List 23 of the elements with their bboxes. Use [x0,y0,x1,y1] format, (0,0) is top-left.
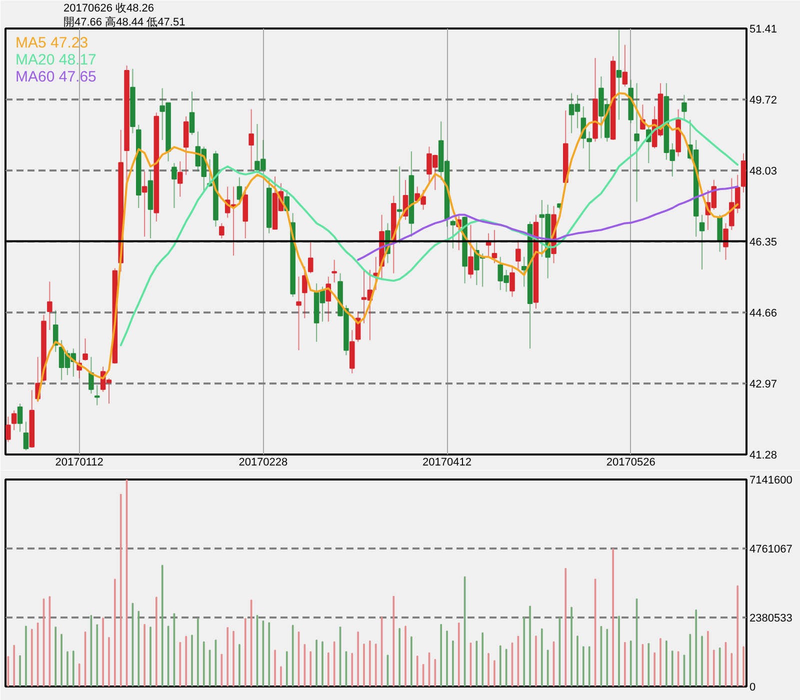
line-series [357,186,739,261]
y-tick-label: 49.72 [750,94,778,107]
y-tick-label: 46.35 [750,236,778,248]
text: MA20 48.17 [16,52,96,68]
line-series [36,92,739,402]
x-tick-label: 20170412 [422,456,472,468]
y-tick-label: 51.41 [750,24,778,36]
y-tick-label: 42.97 [750,378,778,390]
chart-subtitle: 開47.66 高48.44 低47.51 [64,16,186,28]
y-tick-label: 0 [750,682,756,694]
y-tick-label: 41.28 [750,450,778,462]
text: MA5 47.23 [16,34,88,52]
chart-title: 20170626 收48.26 [64,2,154,14]
x-tick-label: 20170112 [55,456,104,468]
y-tick-label: 7141600 [750,474,792,486]
line-series [120,117,739,346]
text: MA60 47.65 [16,68,96,86]
y-tick-label: 44.66 [750,307,778,320]
x-tick-label: 20170228 [238,456,288,468]
y-tick-label: 4761067 [750,544,792,556]
y-tick-label: 48.03 [750,166,778,178]
x-tick-label: 20170526 [606,456,656,468]
y-tick-label: 2380533 [750,612,792,624]
